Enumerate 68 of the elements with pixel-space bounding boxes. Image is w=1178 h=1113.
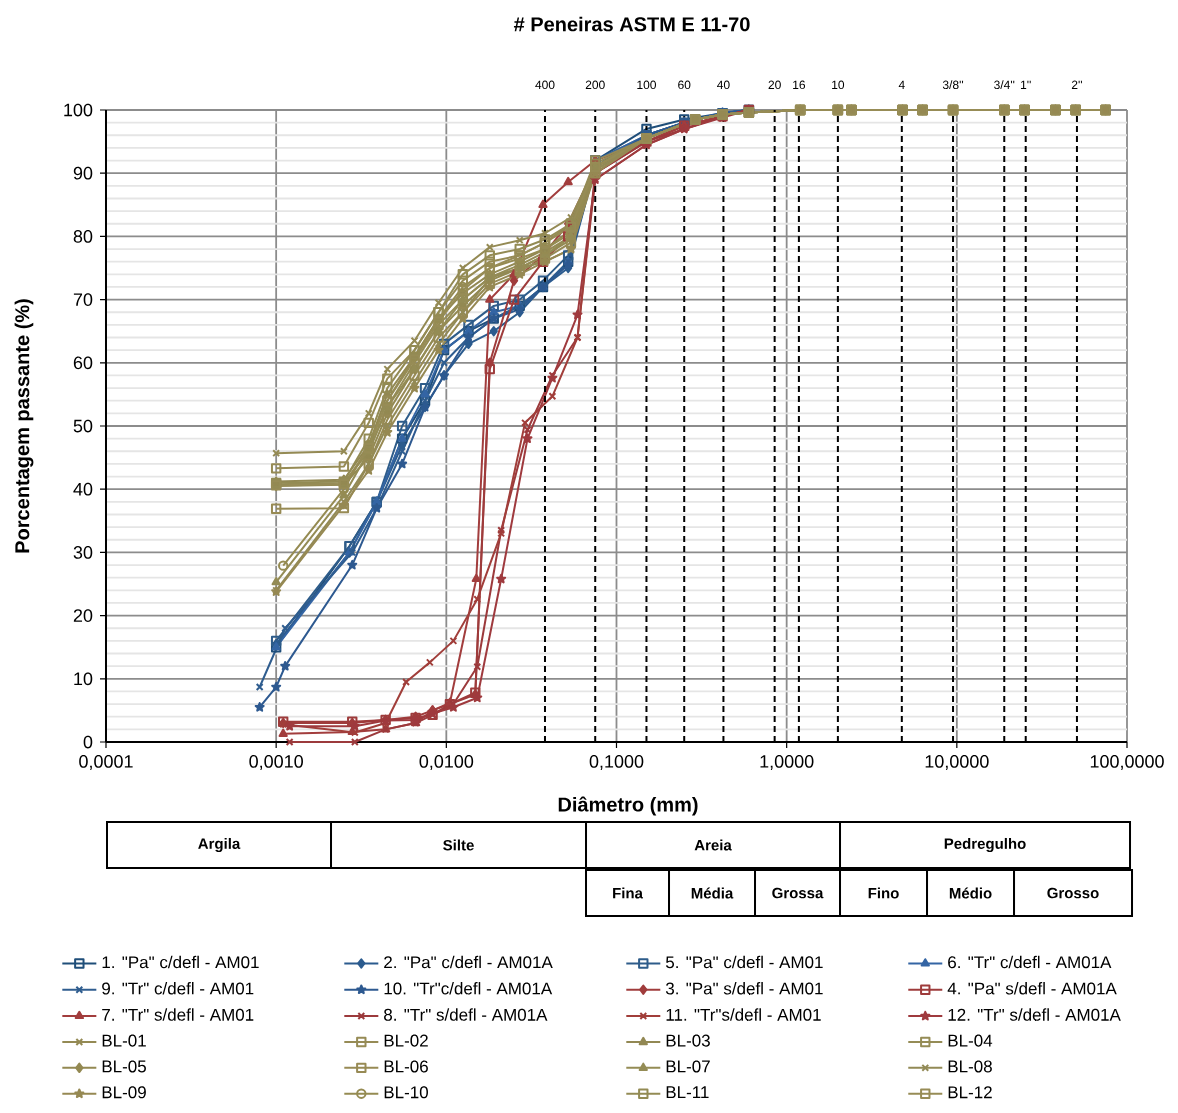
text: Médio: [949, 887, 992, 899]
legend-label: 1. "Pa" c/defl - AM01: [102, 955, 259, 969]
text: Areia: [694, 839, 732, 851]
annotation: 60: [678, 80, 691, 90]
x-tick-label: 0,0010: [249, 755, 303, 770]
text: Fina: [613, 887, 644, 899]
legend-label: 9. "Tr" c/defl - AM01: [102, 982, 254, 995]
legend-label: 2. "Pa" c/defl - AM01A: [384, 955, 553, 969]
legend-label: BL-08: [948, 1060, 992, 1073]
legend-label: BL-04: [948, 1034, 993, 1047]
annotation: 40: [717, 80, 730, 90]
x-tick-label: 10,0000: [925, 755, 989, 770]
annotation: 200: [585, 80, 605, 90]
legend-label: 8. "Tr" s/defl - AM01A: [384, 1008, 548, 1021]
text: Grosso: [1047, 887, 1099, 899]
legend-label: 3. "Pa" s/defl - AM01: [665, 982, 823, 995]
x-tick-label: 0,0001: [79, 755, 133, 770]
legend-label: 5. "Pa" c/defl - AM01: [665, 955, 823, 969]
chart-title: # Peneiras ASTM E 11-70: [513, 16, 750, 32]
text: Silte: [443, 839, 474, 851]
annotation: 100: [637, 80, 657, 90]
text: Grossa: [772, 887, 824, 899]
y-tick-label: 80: [73, 230, 93, 243]
text: Fino: [868, 887, 899, 899]
text: Pedregulho: [944, 837, 1026, 853]
legend-label: BL-06: [384, 1060, 428, 1073]
y-tick-label: 0: [83, 735, 93, 749]
annotation: 3/8'': [942, 80, 964, 90]
y-tick-label: 40: [73, 482, 93, 496]
y-axis-title: Porcentagem passante (%): [14, 299, 34, 553]
x-tick-label: 0,0100: [419, 755, 474, 770]
annotation: 4: [898, 80, 905, 89]
legend-label: 7. "Tr" s/defl - AM01: [102, 1008, 254, 1021]
legend-label: BL-11: [666, 1086, 709, 1099]
legend-label: 10. "Tr"c/defl - AM01A: [384, 982, 553, 995]
legend-label: BL-12: [948, 1086, 992, 1099]
annotation: 16: [793, 80, 806, 90]
y-tick-label: 60: [73, 356, 93, 370]
legend-label: BL-02: [384, 1034, 428, 1047]
annotation: 3/4'': [994, 80, 1015, 90]
y-tick-label: 30: [73, 546, 93, 559]
y-tick-label: 100: [64, 103, 93, 117]
annotation: 10: [832, 80, 845, 90]
annotation: 400: [535, 80, 555, 90]
legend-label: BL-07: [666, 1060, 710, 1073]
annotation: 20: [768, 80, 781, 90]
legend-label: BL-03: [666, 1034, 710, 1047]
legend-label: 6. "Tr" c/defl - AM01A: [948, 955, 1112, 969]
annotation: 1'': [1021, 80, 1031, 89]
y-tick-label: 70: [73, 293, 93, 306]
legend-label: 12. "Tr" s/defl - AM01A: [948, 1008, 1121, 1021]
annotation: 2'': [1071, 80, 1082, 89]
legend-label: BL-10: [384, 1086, 428, 1099]
x-axis-title: Diâmetro (mm): [558, 796, 698, 816]
text: Média: [691, 887, 734, 899]
legend-label: 11. "Tr"s/defl - AM01: [666, 1008, 821, 1021]
legend-label: 4. "Pa" s/defl - AM01A: [947, 982, 1117, 995]
x-tick-label: 1,0000: [760, 755, 814, 770]
legend-label: BL-09: [102, 1086, 146, 1099]
x-tick-label: 100,0000: [1090, 755, 1164, 770]
text: Argila: [198, 837, 241, 853]
y-tick-label: 50: [73, 419, 93, 433]
legend-label: BL-01: [102, 1034, 146, 1047]
y-tick-label: 10: [74, 672, 93, 686]
legend-label: BL-05: [102, 1060, 146, 1073]
y-tick-label: 90: [73, 166, 93, 180]
y-tick-label: 20: [73, 609, 93, 622]
x-tick-label: 0,1000: [589, 755, 644, 770]
